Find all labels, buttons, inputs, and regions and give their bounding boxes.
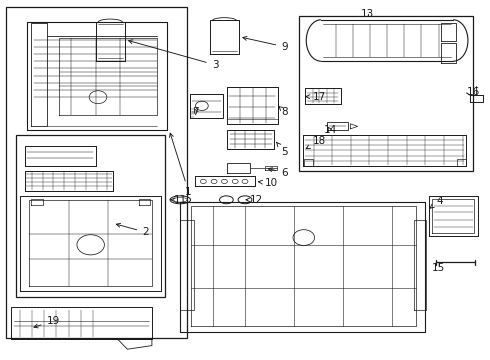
Bar: [16, 135, 165, 297]
Text: 10: 10: [259, 178, 278, 188]
Text: 14: 14: [323, 125, 337, 135]
Text: 17: 17: [306, 92, 326, 102]
Text: 8: 8: [278, 106, 288, 117]
Text: 13: 13: [361, 9, 374, 19]
Bar: [299, 16, 473, 171]
Text: 18: 18: [306, 136, 326, 149]
Bar: [6, 7, 187, 338]
Text: 9: 9: [243, 36, 288, 52]
Text: 19: 19: [34, 316, 60, 328]
Text: 15: 15: [432, 263, 445, 273]
Text: 3: 3: [128, 40, 219, 70]
Text: 11: 11: [171, 195, 187, 205]
Text: 7: 7: [193, 107, 199, 117]
Text: 1: 1: [170, 133, 192, 197]
Text: 12: 12: [246, 195, 263, 205]
Text: 2: 2: [116, 223, 149, 237]
Text: 6: 6: [268, 168, 288, 178]
Text: 16: 16: [466, 87, 480, 97]
Text: 4: 4: [430, 196, 443, 208]
Text: 5: 5: [276, 142, 288, 157]
